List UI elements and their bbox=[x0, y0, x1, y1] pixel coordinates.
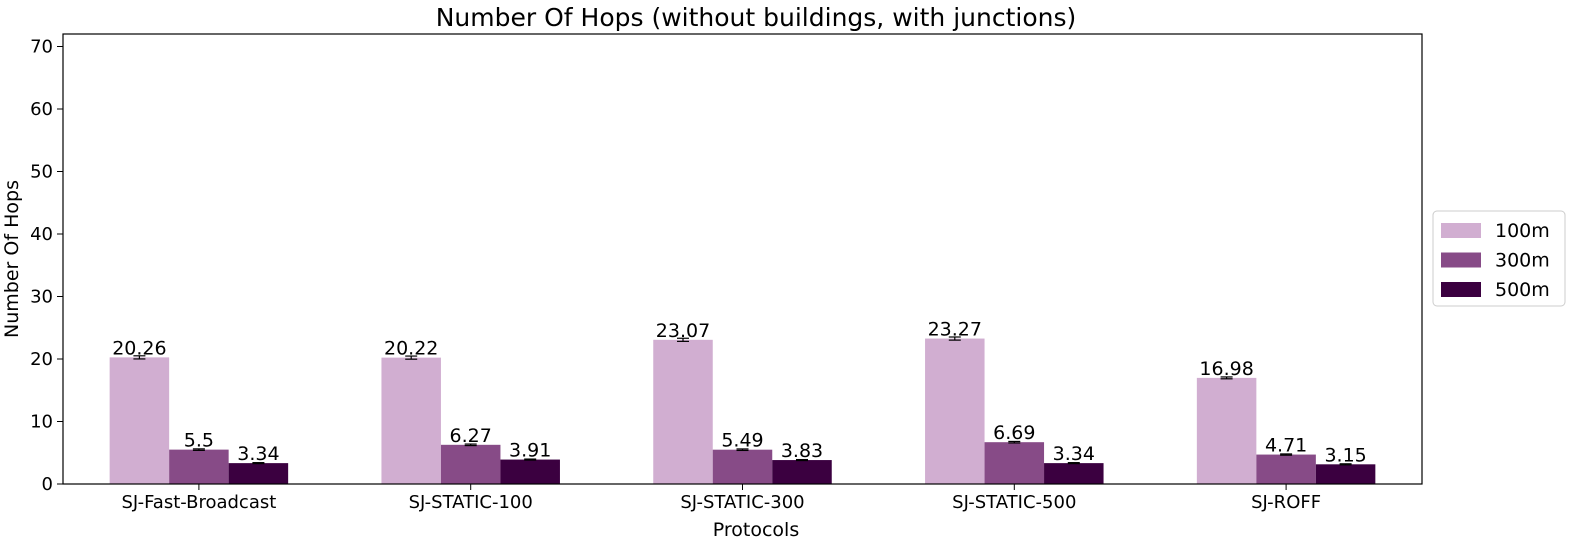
data-label: 20.26 bbox=[112, 337, 166, 359]
data-label: 23.27 bbox=[928, 319, 982, 341]
data-label: 3.83 bbox=[781, 440, 823, 462]
x-tick-label: SJ-STATIC-300 bbox=[680, 492, 804, 513]
data-label: 3.34 bbox=[1053, 443, 1095, 465]
x-tick-label: SJ-Fast-Broadcast bbox=[122, 492, 277, 513]
chart-title: Number Of Hops (without buildings, with … bbox=[436, 3, 1077, 32]
data-label: 3.15 bbox=[1324, 444, 1366, 466]
legend-label: 100m bbox=[1495, 220, 1550, 242]
legend-swatch bbox=[1441, 252, 1481, 268]
plot-area: 0 10 20 30 40 50 60 70 20.26 5.5 3.34 SJ-Fast-Broad… bbox=[30, 33, 1423, 513]
x-tick-label: SJ-STATIC-100 bbox=[409, 492, 533, 513]
y-tick-label: 10 bbox=[30, 412, 53, 433]
data-label: 4.71 bbox=[1265, 435, 1307, 457]
bar bbox=[712, 449, 773, 484]
y-tick-label: 40 bbox=[30, 224, 53, 245]
data-label: 5.5 bbox=[184, 430, 214, 452]
bar bbox=[109, 357, 170, 484]
bar bbox=[925, 338, 985, 484]
y-tick-label: 60 bbox=[30, 99, 53, 120]
bar bbox=[440, 444, 501, 484]
y-tick-label: 20 bbox=[30, 349, 53, 370]
y-tick-label: 50 bbox=[30, 162, 53, 183]
bar bbox=[1315, 464, 1376, 484]
y-tick-label: 30 bbox=[30, 287, 53, 308]
data-label: 16.98 bbox=[1199, 358, 1253, 380]
legend-label: 500m bbox=[1495, 279, 1550, 301]
bar bbox=[1256, 454, 1316, 484]
legend-swatch bbox=[1441, 282, 1481, 297]
x-axis-label: Protocols bbox=[713, 519, 799, 541]
bar bbox=[772, 460, 832, 484]
bar bbox=[1044, 463, 1104, 484]
bar bbox=[228, 463, 289, 484]
legend: 100m 300m 500m bbox=[1432, 210, 1566, 307]
y-tick-label: 70 bbox=[30, 37, 53, 58]
data-label: 6.27 bbox=[450, 425, 492, 447]
legend-label: 300m bbox=[1495, 250, 1550, 272]
bar bbox=[653, 339, 713, 484]
x-tick-label: SJ-STATIC-500 bbox=[952, 492, 1076, 513]
bar bbox=[984, 442, 1045, 484]
bar bbox=[169, 449, 229, 484]
data-label: 6.69 bbox=[993, 422, 1035, 444]
data-label: 20.22 bbox=[384, 338, 438, 360]
data-label: 23.07 bbox=[656, 320, 710, 342]
y-axis-label: Number Of Hops bbox=[1, 180, 23, 338]
legend-swatch bbox=[1441, 223, 1481, 238]
data-label: 3.34 bbox=[237, 443, 279, 465]
bar bbox=[500, 459, 560, 484]
x-tick-label: SJ-ROFF bbox=[1251, 492, 1321, 513]
plot-frame bbox=[62, 33, 1423, 485]
bar bbox=[381, 357, 441, 484]
data-label: 3.91 bbox=[509, 440, 551, 462]
y-tick-label: 0 bbox=[42, 474, 53, 495]
data-label: 5.49 bbox=[721, 430, 763, 452]
bar bbox=[1196, 377, 1257, 484]
